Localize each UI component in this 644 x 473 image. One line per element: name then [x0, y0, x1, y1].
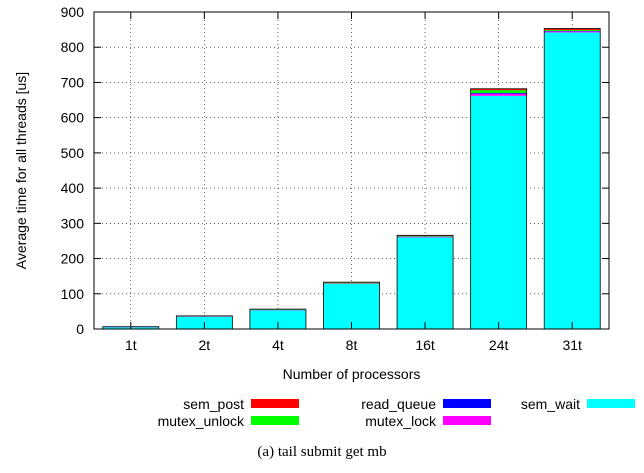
legend-label: mutex_lock: [365, 413, 437, 429]
y-tick-label: 200: [61, 251, 85, 267]
legend-swatch: [587, 399, 635, 408]
y-tick-label: 500: [61, 145, 85, 161]
bar-segment-sem-post: [470, 88, 527, 91]
legend-label: read_queue: [361, 396, 436, 412]
bar-segment-sem-post: [544, 28, 601, 30]
figure-caption: (a) tail submit get mb: [257, 444, 387, 460]
y-tick-label: 900: [61, 4, 85, 20]
bar-segment-read-queue: [470, 93, 527, 94]
bar-segment-mutex-unlock: [397, 235, 454, 237]
bar-segment-mutex-unlock: [323, 282, 380, 284]
bar-segment-mutex-lock: [397, 236, 454, 238]
y-tick-label: 700: [61, 74, 85, 90]
bar-segment-sem-wait: [470, 95, 527, 329]
x-axis-label: Number of processors: [283, 366, 421, 382]
x-tick-label: 4t: [272, 337, 284, 353]
y-tick-label: 0: [76, 321, 84, 337]
y-tick-label: 100: [61, 286, 85, 302]
bar-segment-mutex-unlock: [470, 90, 527, 94]
bar-segment-sem-wait: [323, 283, 380, 329]
bars: [102, 28, 601, 330]
y-tick-label: 400: [61, 180, 85, 196]
grid: [94, 12, 609, 329]
x-tick-label: 16t: [415, 337, 435, 353]
x-tick-label: 24t: [489, 337, 509, 353]
x-tick-label: 8t: [346, 337, 358, 353]
y-tick-label: 800: [61, 39, 85, 55]
legend-label: mutex_unlock: [158, 413, 245, 429]
legend-label: sem_wait: [521, 396, 580, 412]
bar-segment-mutex-lock: [544, 31, 601, 33]
x-tick-label: 1t: [125, 337, 137, 353]
y-axis-label: Average time for all threads [us]: [13, 72, 29, 269]
bar-segment-mutex-lock: [470, 93, 527, 96]
bar-segment-sem-wait: [397, 237, 454, 329]
legend-swatch: [443, 399, 491, 408]
y-tick-label: 300: [61, 215, 85, 231]
legend-swatch: [443, 416, 491, 425]
chart: 0 100 200 300 400 500 600 700 800 900 1t 2t 4t 8t 16t 2…: [13, 4, 635, 429]
x-tick-label: 31t: [562, 337, 582, 353]
plot-frame: [93, 11, 610, 330]
x-tick-label: 2t: [199, 337, 211, 353]
legend-swatch: [251, 399, 299, 408]
legend-label: sem_post: [183, 396, 244, 412]
bar-segment-sem-wait: [249, 310, 306, 329]
legend-swatch: [251, 416, 299, 425]
bar-segment-sem-wait: [544, 32, 601, 329]
y-tick-label: 600: [61, 110, 85, 126]
bar-segment-mutex-unlock: [544, 29, 601, 32]
axes: 0 100 200 300 400 500 600 700 800 900 1t 2t 4t 8t 16t 2…: [61, 4, 609, 353]
